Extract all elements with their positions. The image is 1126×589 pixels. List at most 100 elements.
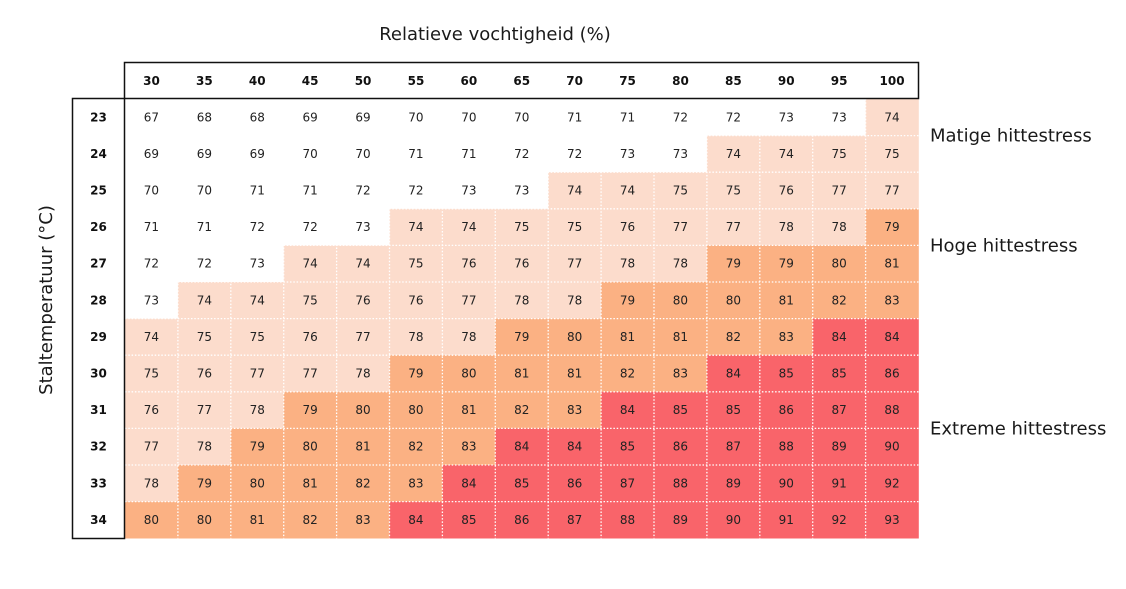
heatmap-cell: [654, 282, 708, 319]
cell-value-label: 69: [355, 110, 370, 124]
band-label: Matige hittestress: [930, 126, 1092, 147]
cell-value-label: 83: [355, 513, 370, 527]
heatmap-cell: [495, 318, 549, 356]
cell-value-label: 83: [884, 293, 899, 307]
cell-value-label: 72: [567, 147, 582, 161]
heatmap-cell: [125, 318, 179, 356]
heatmap-cell: [495, 208, 549, 246]
column-header-label: 45: [302, 74, 319, 88]
cell-value-label: 68: [197, 110, 212, 124]
cell-grid: [125, 99, 919, 539]
column-header-label: 75: [619, 74, 636, 88]
heatmap-cell: [548, 391, 602, 429]
cell-value-label: 81: [779, 293, 794, 307]
heatmap-cell: [706, 135, 761, 173]
cell-value-label: 71: [620, 110, 635, 124]
heatmap-cell: [336, 135, 390, 173]
cell-value-label: 72: [408, 184, 423, 198]
heatmap-cell: [442, 355, 496, 393]
heatmap-cell: [548, 135, 602, 173]
heatmap-cell: [706, 501, 761, 539]
heatmap-cell: [230, 428, 284, 466]
heatmap-cell: [283, 465, 337, 502]
cell-value-label: 88: [620, 513, 635, 527]
cell-value-label: 73: [514, 184, 529, 198]
heatmap-cell: [548, 428, 602, 466]
cell-value-label: 70: [355, 147, 370, 161]
heatmap-cell: [654, 391, 708, 429]
heatmap-cell: [601, 318, 655, 356]
cell-value-label: 79: [197, 476, 212, 490]
cell-value-label: 73: [673, 147, 688, 161]
heatmap-cell: [601, 172, 655, 210]
heatmap-cell: [442, 172, 496, 210]
heatmap-cell: [812, 245, 866, 283]
heatmap-cell: [601, 501, 655, 539]
heatmap-cell: [177, 135, 232, 173]
cell-value-label: 75: [250, 330, 265, 344]
cell-value-label: 70: [197, 184, 212, 198]
cell-value-label: 69: [144, 147, 159, 161]
heatmap-cell: [389, 245, 443, 283]
heatmap-cell: [548, 501, 602, 539]
cell-value-label: 89: [832, 440, 847, 454]
cell-value-label: 76: [461, 257, 476, 271]
cell-value-label: 92: [884, 476, 899, 490]
heatmap-cell: [283, 355, 337, 393]
heatmap-cell: [442, 391, 496, 429]
cell-value-label: 82: [726, 330, 741, 344]
cell-value-label: 77: [303, 367, 318, 381]
cell-value-label: 72: [250, 220, 265, 234]
cell-value-label: 75: [567, 220, 582, 234]
cell-value-label: 83: [779, 330, 794, 344]
heatmap-cell: [125, 428, 179, 466]
heatmap-cell: [230, 355, 284, 393]
cell-value-label: 81: [620, 330, 635, 344]
cell-value-label: 80: [408, 403, 423, 417]
cell-value-label: 77: [197, 403, 212, 417]
y-axis-title: Staltemperatuur (°C): [36, 205, 57, 395]
cell-value-label: 71: [303, 184, 318, 198]
heatmap-cell: [548, 318, 602, 356]
cell-value-label: 78: [144, 476, 159, 490]
heatmap-cell: [759, 391, 813, 429]
cell-value-label: 86: [779, 403, 794, 417]
column-header-label: 85: [725, 74, 742, 88]
cell-value-label: 83: [461, 440, 476, 454]
cell-value-label: 80: [250, 476, 265, 490]
cell-value-label: 89: [726, 476, 741, 490]
heatmap-cell: [442, 208, 496, 246]
heatmap-cell: [283, 282, 337, 319]
heatmap-cell: [177, 208, 232, 246]
cell-value-label: 86: [567, 476, 582, 490]
cell-value-label: 85: [620, 440, 635, 454]
cell-value-label: 72: [514, 147, 529, 161]
column-header-label: 50: [355, 74, 372, 88]
heatmap-cell: [812, 391, 866, 429]
heatmap-cell: [601, 391, 655, 429]
cell-value-label: 68: [250, 110, 265, 124]
heatmap-cell: [283, 428, 337, 466]
cell-value-label: 71: [408, 147, 423, 161]
heatmap-cell: [706, 172, 761, 210]
cell-value-label: 88: [673, 476, 688, 490]
cell-value-label: 80: [461, 367, 476, 381]
heatmap-cell: [283, 501, 337, 539]
heatmap-cell: [654, 465, 708, 502]
heatmap-cell: [601, 99, 655, 136]
heatmap-cell: [706, 245, 761, 283]
heatmap-cell: [389, 318, 443, 356]
column-header-label: 95: [831, 74, 848, 88]
heatmap-cell: [177, 355, 232, 393]
cell-value-label: 86: [514, 513, 529, 527]
heatmap-cell: [230, 208, 284, 246]
heatmap-cell: [654, 318, 708, 356]
cell-value-label: 77: [144, 440, 159, 454]
cell-value-label: 87: [567, 513, 582, 527]
heatmap-cell: [283, 318, 337, 356]
x-axis-title: Relatieve vochtigheid (%): [379, 24, 611, 45]
heatmap-cell: [548, 282, 602, 319]
cell-value-label: 75: [144, 367, 159, 381]
heatmap-cell: [601, 245, 655, 283]
heatmap-cell: [230, 282, 284, 319]
